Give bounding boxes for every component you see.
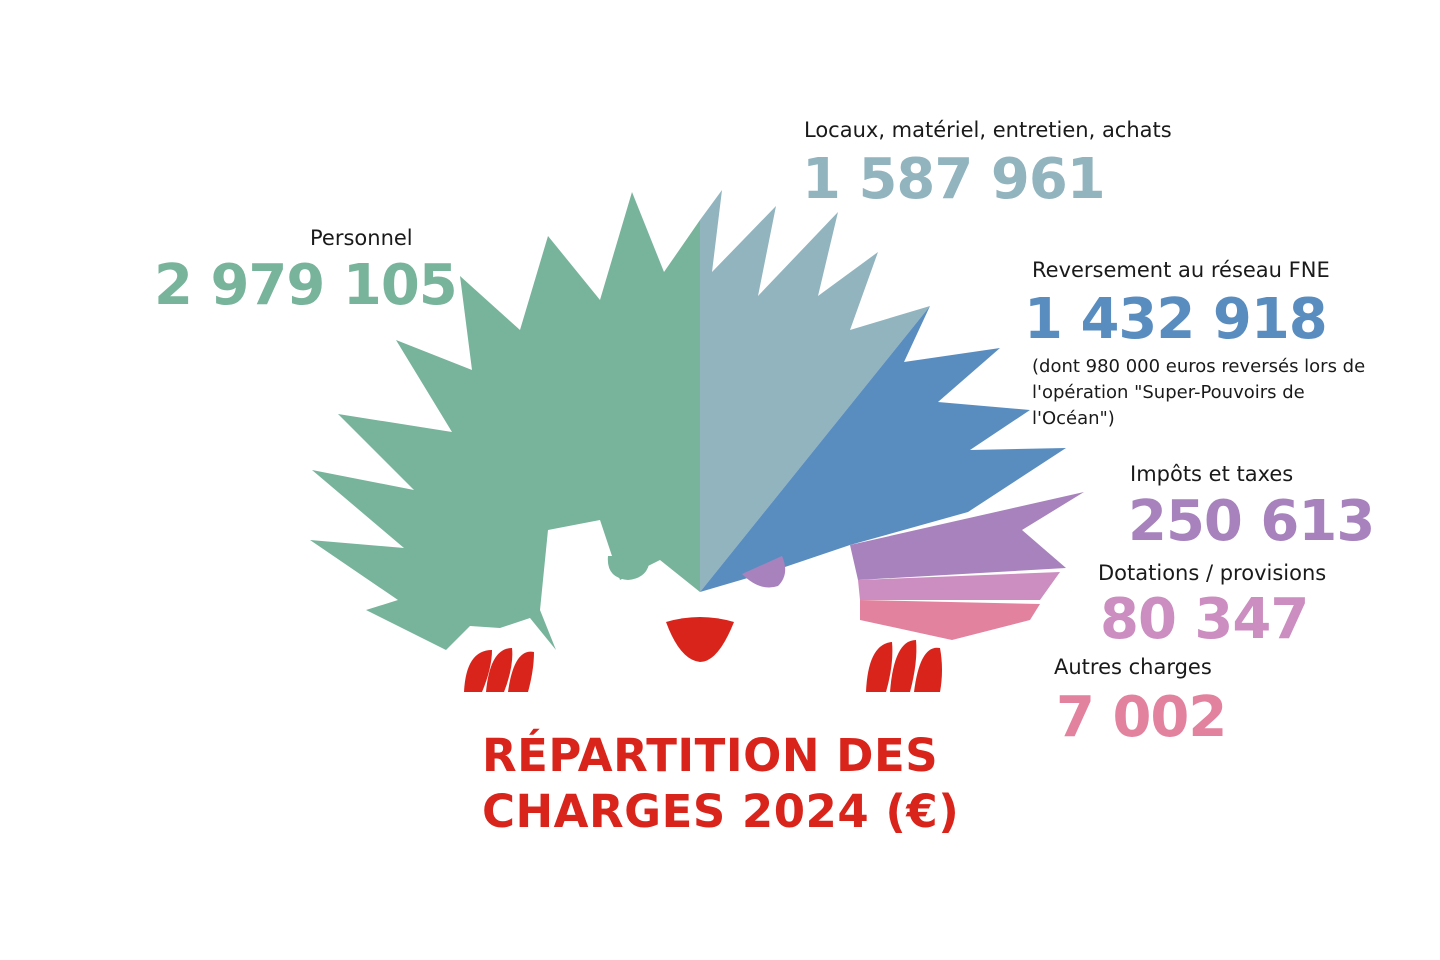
value-reversement: 1 432 918 (1024, 287, 1328, 352)
value-locaux: 1 587 961 (802, 147, 1106, 212)
note-reversement: (dont 980 000 euros reversés lors de l'o… (1032, 356, 1366, 429)
segment-reversement (700, 306, 1066, 592)
segment-autres (860, 600, 1040, 640)
segment-impots-nose (742, 556, 786, 588)
label-dotations: Dotations / provisions (1098, 561, 1327, 585)
segment-locaux (700, 190, 930, 592)
value-personnel: 2 979 105 (154, 253, 458, 318)
left-claws (464, 648, 534, 692)
segment-personnel (310, 192, 700, 650)
label-impots: Impôts et taxes (1130, 462, 1294, 486)
chart-title-line-2: CHARGES 2024 (€) (482, 785, 960, 838)
label-autres: Autres charges (1054, 655, 1212, 679)
chart-title: RÉPARTITION DES CHARGES 2024 (€) (482, 728, 959, 840)
value-autres: 7 002 (1056, 685, 1227, 750)
cheek-bump (607, 556, 650, 580)
label-locaux: Locaux, matériel, entretien, achats (804, 118, 1172, 142)
label-reversement: Reversement au réseau FNE (1032, 258, 1330, 282)
chart-title-line-1: RÉPARTITION DES (482, 729, 939, 782)
label-personnel: Personnel (310, 226, 413, 250)
segment-impots (850, 492, 1084, 580)
segment-dotations (858, 572, 1060, 600)
value-impots: 250 613 (1128, 489, 1375, 554)
right-claws (866, 640, 942, 692)
mouth (666, 617, 734, 662)
value-dotations: 80 347 (1100, 587, 1309, 652)
